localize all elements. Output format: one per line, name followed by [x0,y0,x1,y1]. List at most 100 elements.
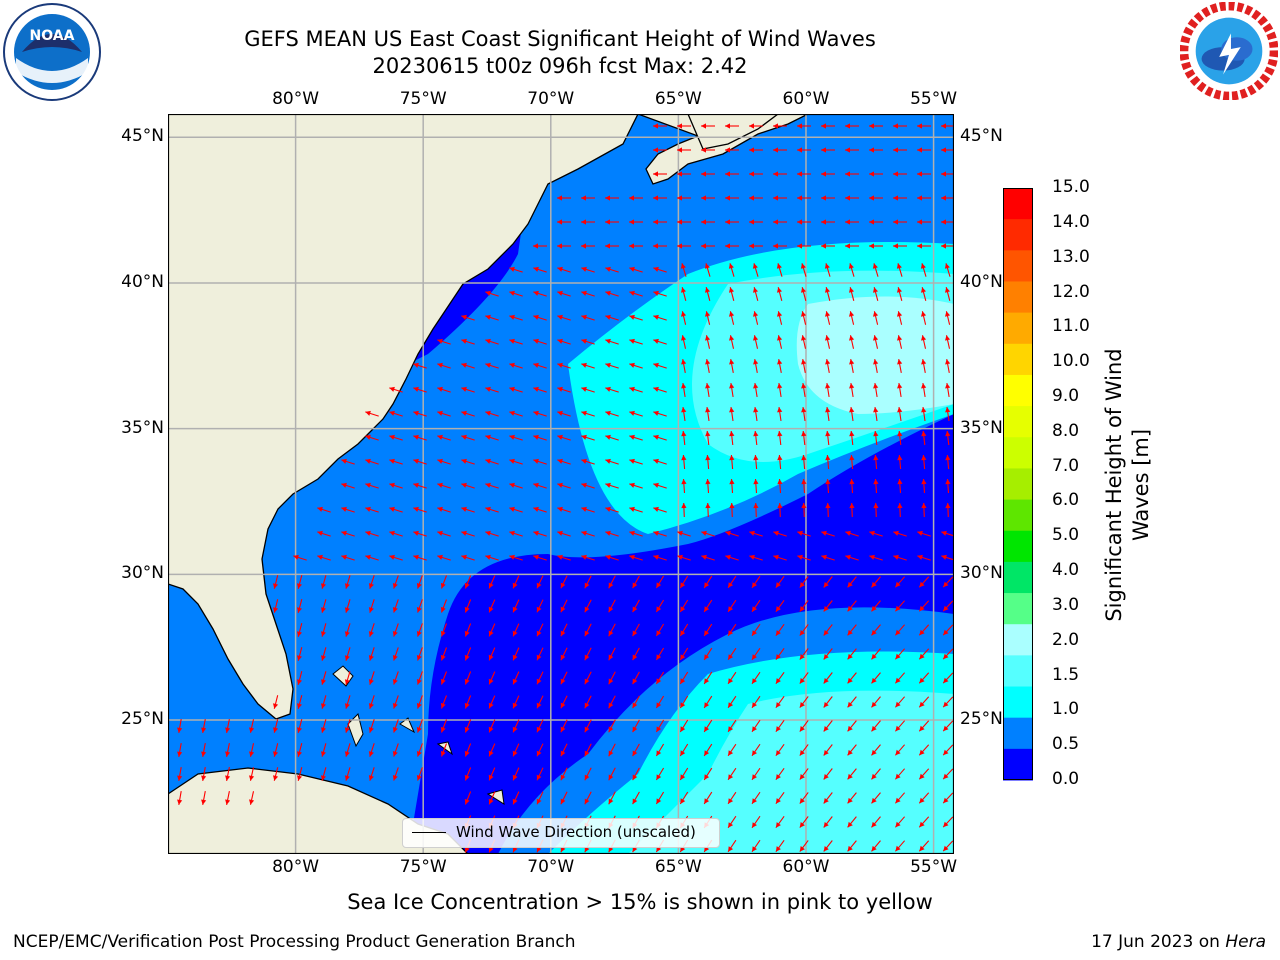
wave-arrow [777,287,783,301]
wave-arrow [701,530,715,537]
wave-arrow [608,623,616,637]
wave-arrow [945,430,951,446]
wave-arrow [777,335,783,349]
wave-arrow [847,696,857,708]
wave-arrow [751,575,761,589]
wave-arrow [801,430,807,446]
colorbar-cell [1003,250,1033,282]
wave-arrow [413,458,427,465]
wave-arrow [605,362,619,369]
wave-arrow [753,311,759,325]
wave-arrow [605,554,619,561]
wave-arrow [653,554,667,561]
colorbar-cell [1003,468,1033,501]
wave-arrow [701,554,715,561]
wave-arrow [801,478,807,494]
wave-arrow [797,243,811,249]
wave-arrow [799,816,809,828]
wave-arrow [653,171,667,177]
wave-arrow [777,311,783,325]
wave-arrow [584,575,592,589]
wave-arrow [775,695,785,709]
wave-arrow [729,335,735,349]
wave-arrow [845,530,859,537]
wave-arrow [893,243,907,249]
lat-tick-left: 40°N [121,271,164,292]
wave-arrow [653,219,667,225]
wave-arrow [488,671,496,685]
wave-arrow [825,311,831,325]
wave-arrow [703,695,713,709]
wave-arrow [921,287,927,301]
wave-arrow [679,719,689,733]
wave-arrow [317,530,331,537]
wave-arrow [461,482,475,489]
wave-arrow [681,287,687,301]
wave-arrow [825,287,831,301]
wave-arrow [821,171,835,177]
wave-arrow [201,790,207,806]
wave-arrow [775,791,785,805]
wave-arrow [533,266,547,273]
wave-arrow [629,482,643,489]
wave-arrow [847,816,857,828]
wave-arrow [753,287,759,301]
wave-arrow [825,454,831,470]
wave-arrow [869,195,883,201]
footer-date: 17 Jun 2023 on Hera [1091,932,1266,952]
wave-arrow [797,147,811,153]
wave-arrow [437,434,451,441]
graticule [168,114,954,854]
wave-arrow [775,647,785,661]
wave-arrow [920,263,927,277]
wave-arrow [797,171,811,177]
wave-arrow [801,454,807,470]
wave-arrow [918,576,930,588]
wave-arrow [509,314,523,321]
wave-arrow [632,599,640,613]
wave-arrow [727,575,737,589]
wave-arrow [727,647,737,661]
wave-arrow [921,478,927,494]
wave-arrow [677,147,691,153]
wave-arrow [729,502,735,518]
wave-arrow [727,743,737,757]
wave-arrow [725,171,739,177]
wave-arrow [873,502,879,518]
wave-arrow [703,767,713,781]
wave-arrow [825,407,831,421]
lat-tick-left: 45°N [121,126,164,147]
lon-tick-top: 80°W [272,89,320,109]
wave-arrow [341,506,355,513]
wave-arrow [847,624,857,636]
wave-arrow [389,410,403,417]
colorbar-tick-label: 11.0 [1052,316,1090,337]
wave-arrow [845,123,859,129]
wave-arrow [485,314,499,321]
wave-arrow [416,743,423,757]
wave-arrow [727,599,737,613]
wave-arrow [461,386,475,393]
wave-arrow [632,743,640,757]
wave-arrow [896,263,903,277]
wave-arrow [557,243,571,249]
wave-arrow [799,792,809,804]
wave-arrow [605,434,619,441]
wave-arrow [297,599,303,613]
wave-arrow [365,530,379,537]
wave-arrow [488,647,496,661]
wave-arrow [777,478,783,494]
wave-arrow [823,720,833,732]
wave-arrow [821,219,835,225]
wave-arrow [321,671,327,685]
wave-arrow [897,287,903,301]
wave-arrow [773,195,787,201]
wave-arrow [297,647,303,661]
colorbar-tick-label: 8.0 [1052,420,1080,441]
wave-arrow [701,243,715,249]
wave-arrow [845,243,859,249]
wave-arrow [341,482,355,489]
wave-arrow [365,458,379,465]
wave-arrow [560,743,568,757]
colorbar-cell [1003,686,1033,719]
